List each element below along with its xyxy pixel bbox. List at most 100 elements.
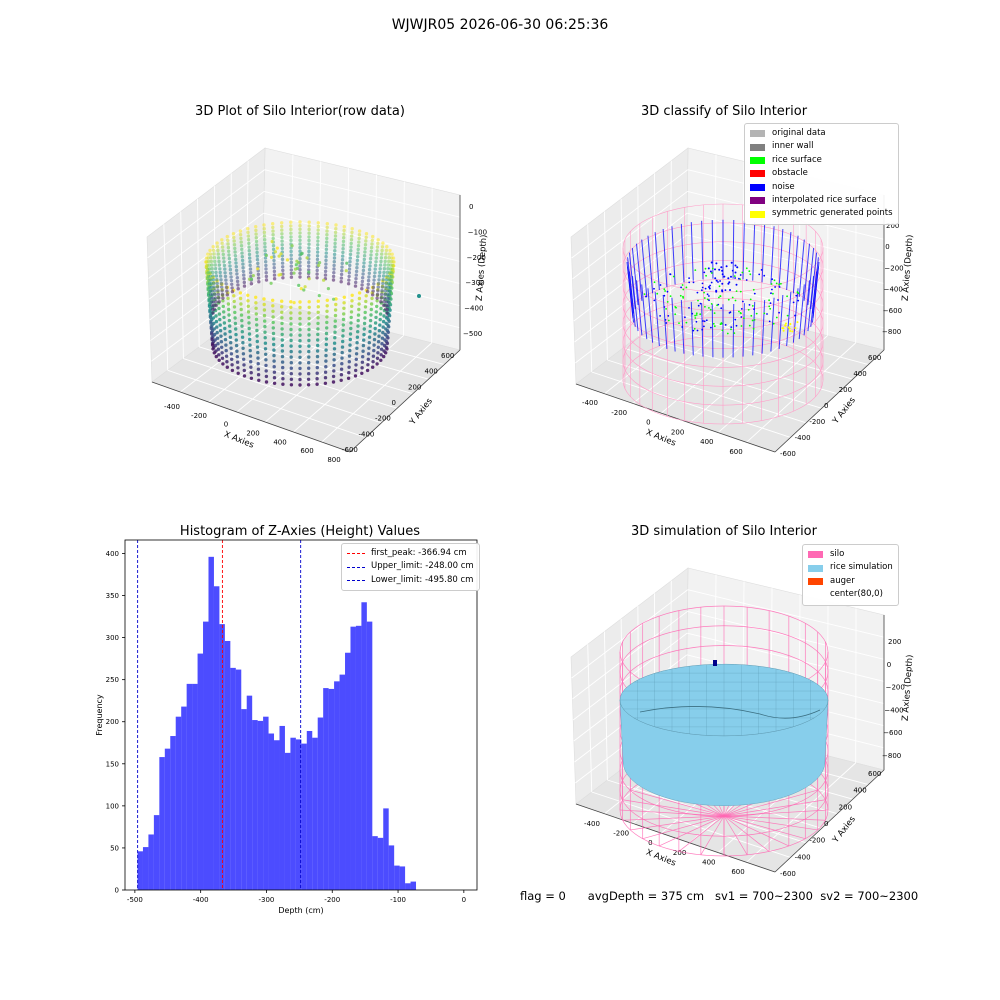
p1-data-point [272, 376, 277, 380]
p1-data-point [218, 267, 222, 271]
p2-silo-ring [622, 279, 824, 368]
p2-noise-column [671, 226, 676, 285]
p1-data-point [210, 305, 215, 309]
p2-y-tick-label: -600 [780, 450, 796, 458]
p1-data-point [298, 264, 302, 268]
p1-x-tick-label: -200 [191, 412, 207, 420]
p1-data-point [303, 285, 307, 289]
p4-grid-line [620, 618, 624, 769]
p1-data-point [333, 313, 338, 318]
p1-data-point [347, 271, 351, 275]
p1-data-point [385, 296, 389, 300]
p2-x-axis-line [575, 383, 776, 453]
p1-data-point [289, 249, 293, 254]
p1-data-point [380, 289, 384, 293]
p2-data-point [653, 287, 655, 290]
p3-bar [372, 836, 378, 890]
p2-data-point [708, 307, 710, 309]
p1-data-point [367, 275, 371, 279]
panel-4-legend: silo rice simulation auger center(80,0) [802, 544, 899, 606]
p2-data-point [694, 269, 697, 271]
sv2-text: sv2 = 700~2300 [820, 889, 919, 903]
p2-data-point [699, 302, 702, 305]
p1-grid-line [197, 198, 200, 347]
p4-silo-ring [619, 724, 829, 817]
p1-data-point [233, 321, 238, 326]
p1-grid-line [374, 174, 377, 329]
p2-grid-line [572, 212, 688, 301]
p1-data-point [390, 268, 394, 272]
p1-data-point [262, 230, 267, 235]
p2-data-point [688, 277, 690, 279]
p1-data-point [219, 340, 224, 344]
p1-data-point [228, 324, 232, 328]
p1-data-point [315, 365, 319, 370]
p2-noise-column [641, 239, 648, 297]
p1-data-point [289, 231, 293, 235]
p2-noise-column [662, 294, 668, 349]
p1-data-point [334, 297, 338, 301]
p3-bars [137, 556, 417, 890]
p2-noise-column [798, 239, 805, 297]
p2-noise-column [711, 220, 714, 279]
p1-data-point [272, 353, 276, 358]
p4-silo-floor-spoke [723, 799, 826, 817]
p1-data-point [375, 245, 380, 249]
p1-data-point [387, 301, 392, 305]
p4-x-tick-label: -200 [613, 830, 629, 838]
p1-data-point [357, 291, 362, 295]
p1-data-point [298, 220, 302, 224]
p2-data-point [692, 329, 695, 332]
p1-data-point [209, 306, 213, 311]
p1-x-tick-label: -400 [164, 403, 180, 411]
p4-silo-floor-spoke [723, 815, 818, 831]
p2-data-point [713, 325, 716, 328]
p2-noise-column [770, 226, 775, 285]
p1-data-point [225, 285, 229, 290]
p1-data-point [281, 371, 285, 375]
p1-data-point [211, 274, 215, 278]
p1-data-point [333, 324, 337, 329]
p2-z-tick-label: −400 [884, 286, 903, 294]
p3-bar [301, 743, 307, 890]
p1-data-point [333, 308, 338, 312]
p1-data-point [383, 297, 387, 302]
p1-data-point [240, 324, 244, 328]
p1-data-point [316, 243, 320, 247]
p1-data-point [280, 235, 284, 240]
p1-data-point [378, 323, 382, 327]
p1-data-point [357, 229, 362, 233]
status-line: flag = 0 avgDepth = 375 cm sv1 = 700~230… [520, 889, 918, 903]
p1-data-point [323, 269, 328, 274]
panel-2-title: 3D classify of Silo Interior [640, 104, 808, 119]
p1-data-point [289, 238, 293, 243]
p1-data-point [357, 307, 361, 312]
avg-depth-text: avgDepth = 375 cm [587, 889, 705, 903]
p1-data-point [231, 232, 236, 236]
p1-data-point [298, 339, 302, 343]
p2-floor-pane [575, 299, 885, 453]
p2-data-point [775, 282, 778, 285]
p1-data-point [390, 256, 394, 260]
p1-data-point [341, 243, 345, 247]
p1-data-point [246, 310, 251, 314]
p1-data-point [272, 342, 276, 347]
p1-data-point [386, 294, 390, 298]
p1-data-point [324, 251, 328, 255]
p2-noise-column [680, 223, 685, 283]
p4-grid-line [746, 762, 857, 863]
p4-z-tick-label: −200 [886, 684, 905, 692]
p1-data-point [316, 305, 320, 309]
p3-y-tick-label: 100 [106, 802, 119, 810]
p1-data-point [213, 297, 217, 302]
p1-data-point [255, 334, 259, 338]
p1-data-point [281, 276, 285, 280]
p4-auger-marker [713, 660, 717, 666]
p2-data-point [784, 324, 787, 327]
p2-data-point [739, 290, 742, 293]
p1-data-point [240, 258, 245, 263]
p1-data-point [233, 310, 237, 315]
p2-legend-item: rice surface [750, 154, 893, 167]
p1-data-point [353, 284, 358, 288]
p2-data-point [751, 319, 754, 322]
